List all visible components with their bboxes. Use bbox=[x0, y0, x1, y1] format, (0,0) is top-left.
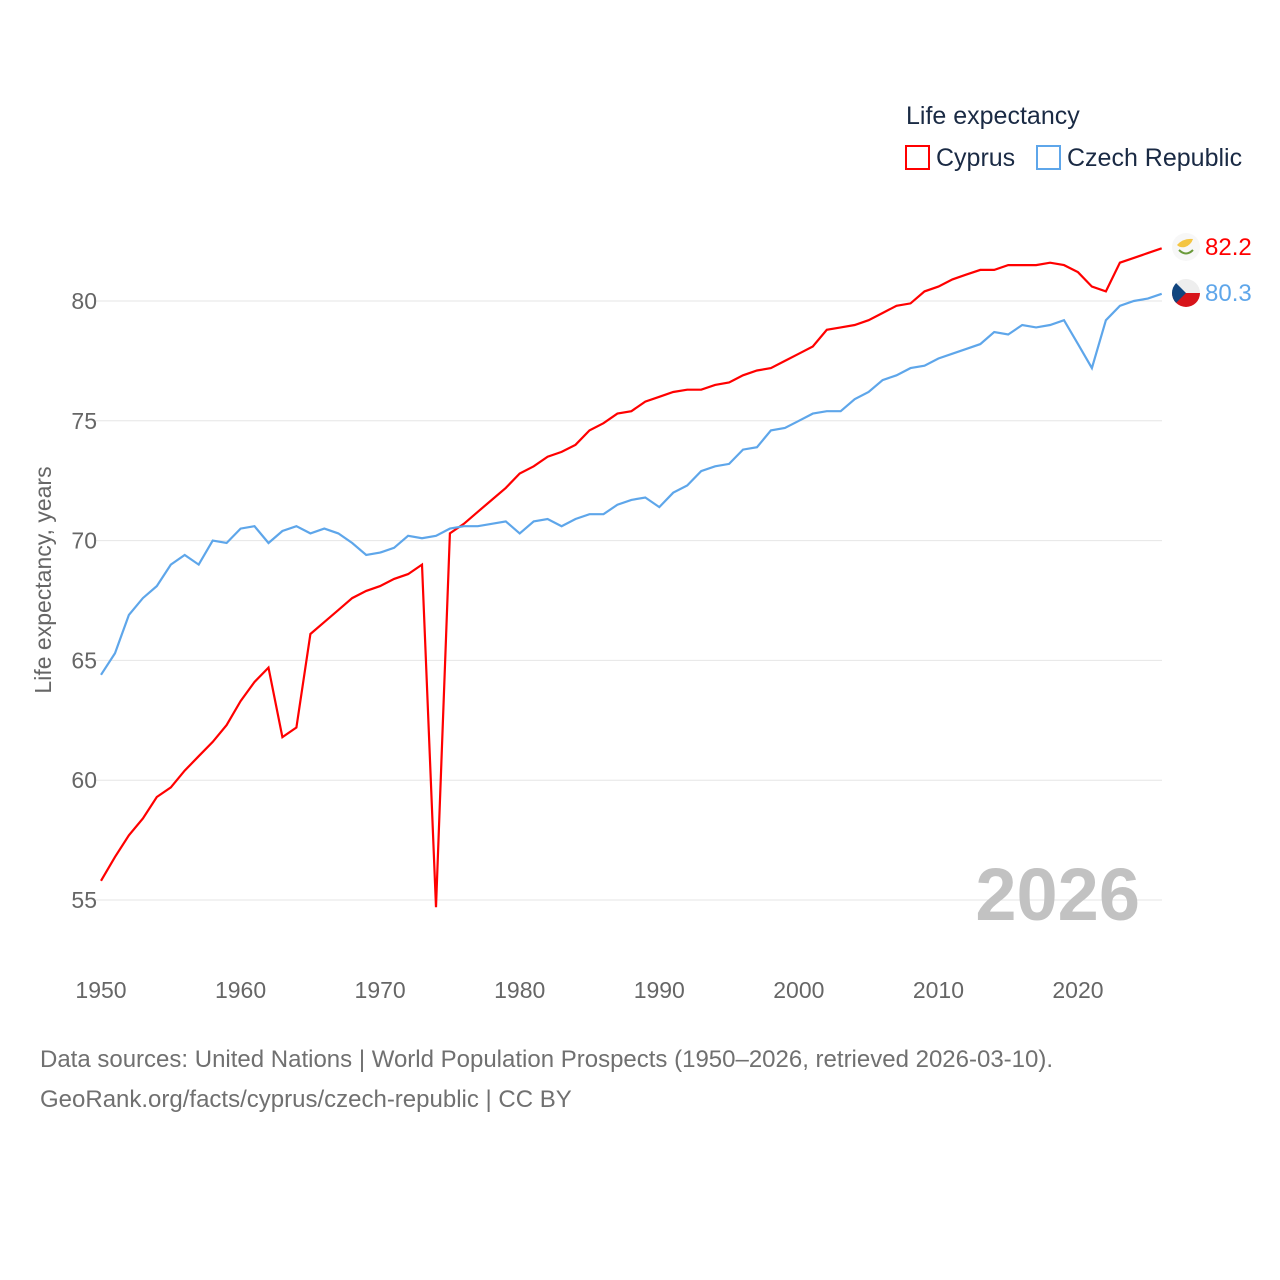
y-tick-label: 55 bbox=[71, 887, 97, 913]
series-line-czech-republic bbox=[100, 292, 1163, 676]
year-watermark: 2026 bbox=[975, 853, 1140, 936]
footer-sources: Data sources: United Nations | World Pop… bbox=[40, 1046, 1054, 1073]
x-tick-label: 2020 bbox=[1052, 977, 1103, 1003]
x-tick-label: 2000 bbox=[773, 977, 824, 1003]
y-tick-label: 75 bbox=[71, 408, 97, 434]
x-tick-label: 1970 bbox=[355, 977, 406, 1003]
end-labels: 82.2 80.3 bbox=[1172, 233, 1252, 307]
x-tick-label: 1990 bbox=[634, 977, 685, 1003]
legend-label: Czech Republic bbox=[1067, 144, 1242, 172]
y-tick-label: 70 bbox=[71, 528, 97, 554]
czech-flag-icon bbox=[1172, 279, 1200, 307]
legend-title: Life expectancy bbox=[906, 102, 1080, 130]
czech-end-value: 80.3 bbox=[1205, 280, 1252, 307]
gridlines bbox=[95, 300, 1162, 901]
x-tick-label: 1980 bbox=[494, 977, 545, 1003]
legend-label: Cyprus bbox=[936, 144, 1015, 172]
y-axis-label: Life expectancy, years bbox=[30, 466, 56, 693]
y-tick-label: 80 bbox=[71, 288, 97, 314]
x-tick-label: 1950 bbox=[75, 977, 126, 1003]
y-tick-label: 60 bbox=[71, 767, 97, 793]
cyprus-end-value: 82.2 bbox=[1205, 234, 1252, 261]
series-line-cyprus bbox=[100, 247, 1163, 908]
footer-credit: GeoRank.org/facts/cyprus/czech-republic … bbox=[40, 1086, 572, 1113]
y-tick-label: 65 bbox=[71, 647, 97, 673]
series-lines bbox=[100, 247, 1163, 908]
cyprus-flag-icon bbox=[1172, 233, 1200, 261]
x-tick-label: 2010 bbox=[913, 977, 964, 1003]
legend-item-czech-republic[interactable]: Czech Republic bbox=[1036, 144, 1242, 172]
y-axis-ticks: 55 60 65 70 75 80 bbox=[71, 288, 97, 913]
legend: Life expectancy Cyprus Czech Republic bbox=[905, 102, 1242, 172]
x-tick-label: 1960 bbox=[215, 977, 266, 1003]
x-axis-ticks: 1950 1960 1970 1980 1990 2000 2010 2020 bbox=[75, 977, 1103, 1003]
legend-item-cyprus[interactable]: Cyprus bbox=[905, 144, 1015, 172]
